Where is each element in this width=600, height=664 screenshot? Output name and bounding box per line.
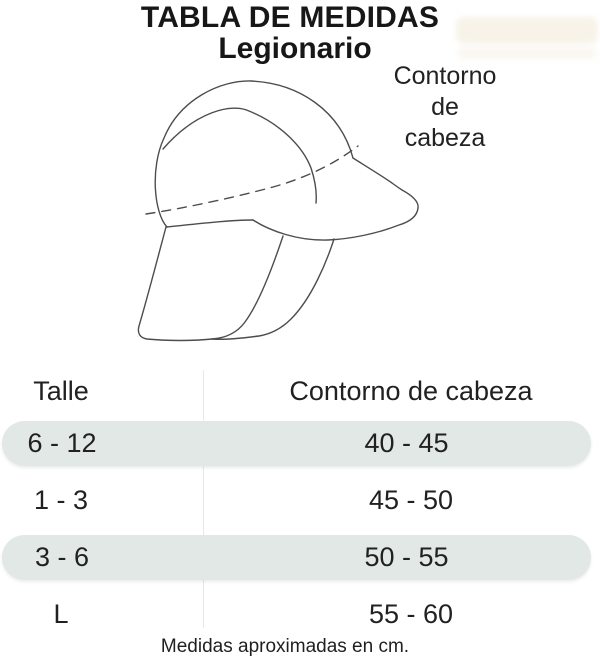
page-title: TABLA DE MEDIDAS [140,1,440,34]
cell-size: L [53,599,69,629]
head-circumference-label-line2: de [431,93,459,121]
head-circumference-label-line1: Contorno [393,62,497,90]
watermark-remnant [456,17,598,44]
cap-crown-bottom-edge [166,219,254,228]
units-footnote: Medidas aproximadas en cm. [160,636,410,657]
cap-crown-outline [154,80,354,228]
table-row: L 55 - 60 [0,586,600,643]
table-row: 1 - 3 45 - 50 [0,472,600,529]
cell-circumference: 55 - 60 [368,599,454,629]
head-circumference-dashed-line [145,145,359,215]
head-circumference-label: Contorno de cabeza [385,61,505,154]
cell-circumference: 50 - 55 [364,542,449,572]
neck-flap-front-panel [137,226,213,342]
head-circumference-label-line3: cabeza [404,124,486,152]
cell-size: 6 - 12 [27,428,97,458]
neck-flap-front-seam [211,235,284,340]
table-row: 6 - 12 40 - 45 [2,421,591,466]
table-column-divider [203,370,204,628]
table-header-row: Talle Contorno de cabeza [0,368,600,415]
header-size: Talle [33,376,89,406]
watermark-remnant [458,47,596,59]
table-row: 3 - 6 50 - 55 [2,535,591,580]
cell-circumference: 40 - 45 [364,428,449,458]
product-name: Legionario [218,32,372,65]
neck-flap-back-panel [211,238,335,340]
cell-size: 3 - 6 [34,542,90,572]
cell-size: 1 - 3 [33,485,89,515]
header-circumference: Contorno de cabeza [289,376,533,406]
cap-visor-outline [252,157,419,241]
cap-panel-seam [162,107,317,204]
size-table: Talle Contorno de cabeza 6 - 12 40 - 45 … [0,368,600,643]
cell-circumference: 45 - 50 [368,485,454,515]
